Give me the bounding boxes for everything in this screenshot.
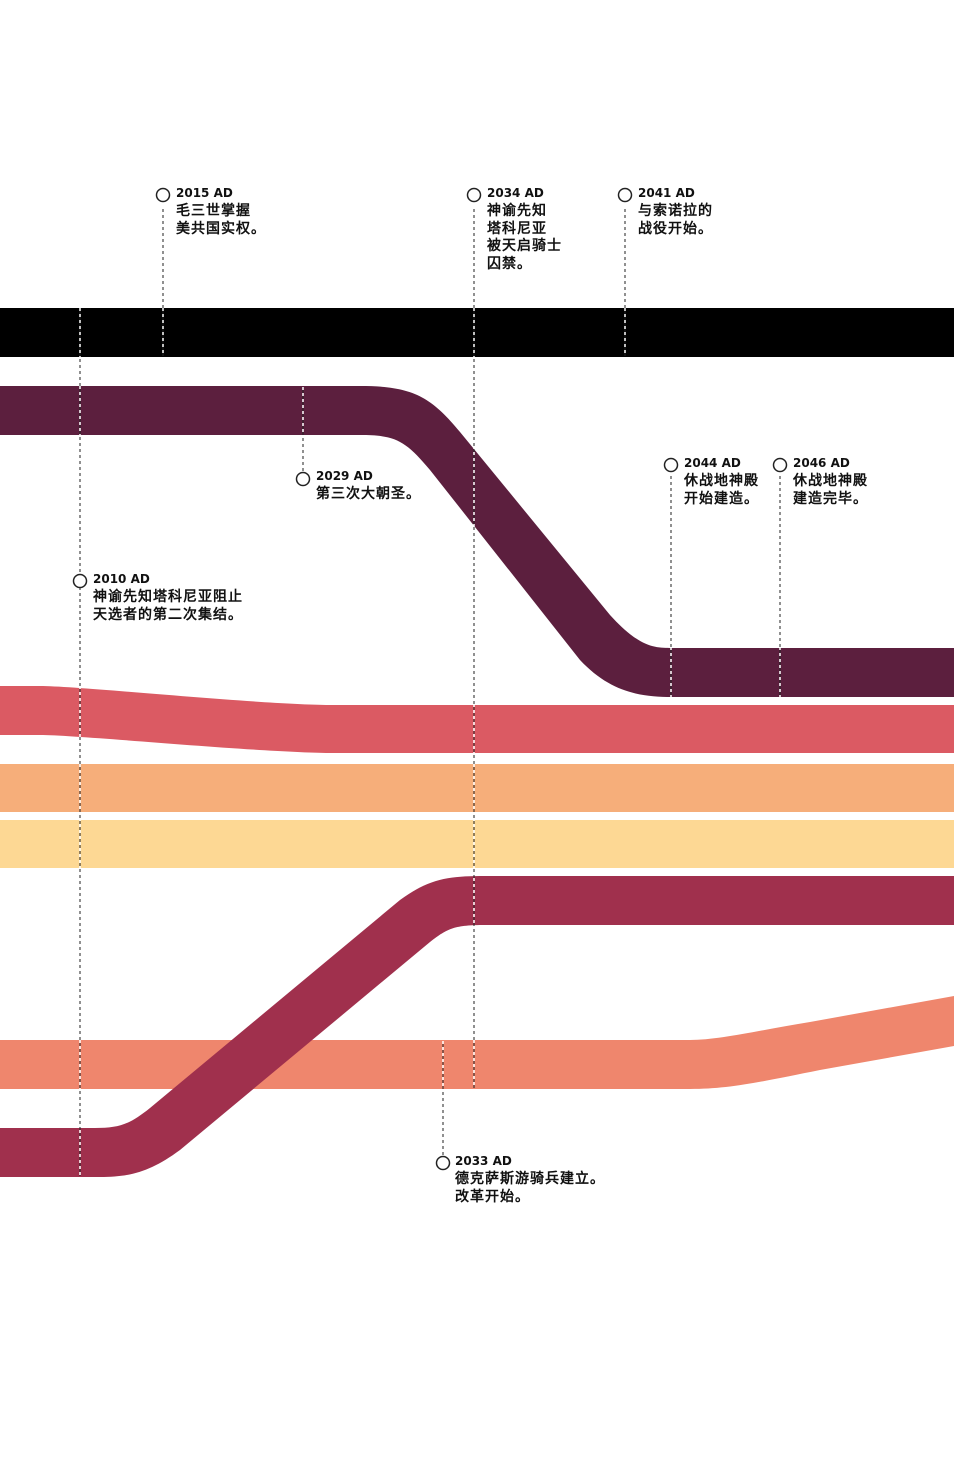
event-2010: 2010 AD 神谕先知塔科尼亚阻止 天选者的第二次集结。 bbox=[93, 572, 243, 624]
timeline-bands bbox=[0, 308, 954, 1177]
plum-band bbox=[0, 386, 954, 697]
event-year: 2046 AD bbox=[793, 456, 850, 470]
event-text: 德克萨斯游骑兵建立。 改革开始。 bbox=[455, 1171, 605, 1205]
event-marker-e2034 bbox=[466, 187, 482, 203]
event-text: 与索诺拉的 战役开始。 bbox=[638, 203, 713, 237]
event-year: 2010 AD bbox=[93, 572, 150, 586]
event-marker-e2044 bbox=[663, 457, 679, 473]
event-2046: 2046 AD 休战地神殿 建造完毕。 bbox=[793, 456, 868, 508]
event-marker-e2010 bbox=[72, 573, 88, 589]
event-2033: 2033 AD 德克萨斯游骑兵建立。 改革开始。 bbox=[455, 1154, 605, 1206]
event-marker-e2033 bbox=[435, 1155, 451, 1171]
event-year: 2029 AD bbox=[316, 469, 373, 483]
event-text: 休战地神殿 开始建造。 bbox=[684, 473, 759, 507]
crimson-band bbox=[0, 876, 954, 1177]
event-marker-e2015 bbox=[155, 187, 171, 203]
event-leader-lines bbox=[79, 206, 781, 1176]
event-year: 2015 AD bbox=[176, 186, 233, 200]
event-text: 第三次大朝圣。 bbox=[316, 486, 421, 502]
event-text: 神谕先知塔科尼亚阻止 天选者的第二次集结。 bbox=[93, 589, 243, 623]
black-band bbox=[0, 308, 954, 357]
event-marker-e2041 bbox=[617, 187, 633, 203]
event-2015: 2015 AD 毛三世掌握 美共国实权。 bbox=[176, 186, 266, 238]
event-2034: 2034 AD 神谕先知 塔科尼亚 被天启骑士 囚禁。 bbox=[487, 186, 562, 273]
event-marker-e2029 bbox=[295, 471, 311, 487]
salmon-band bbox=[0, 996, 954, 1089]
event-text: 休战地神殿 建造完毕。 bbox=[793, 473, 868, 507]
event-2041: 2041 AD 与索诺拉的 战役开始。 bbox=[638, 186, 713, 238]
coral-band bbox=[0, 686, 954, 753]
yellow-band bbox=[0, 820, 954, 868]
event-year: 2033 AD bbox=[455, 1154, 512, 1168]
event-text: 毛三世掌握 美共国实权。 bbox=[176, 203, 266, 237]
event-year: 2044 AD bbox=[684, 456, 741, 470]
event-markers bbox=[72, 187, 788, 1171]
event-year: 2034 AD bbox=[487, 186, 544, 200]
orange-band bbox=[0, 764, 954, 812]
event-2029: 2029 AD 第三次大朝圣。 bbox=[316, 469, 421, 504]
event-2044: 2044 AD 休战地神殿 开始建造。 bbox=[684, 456, 759, 508]
event-text: 神谕先知 塔科尼亚 被天启骑士 囚禁。 bbox=[487, 203, 562, 272]
event-year: 2041 AD bbox=[638, 186, 695, 200]
event-marker-e2046 bbox=[772, 457, 788, 473]
